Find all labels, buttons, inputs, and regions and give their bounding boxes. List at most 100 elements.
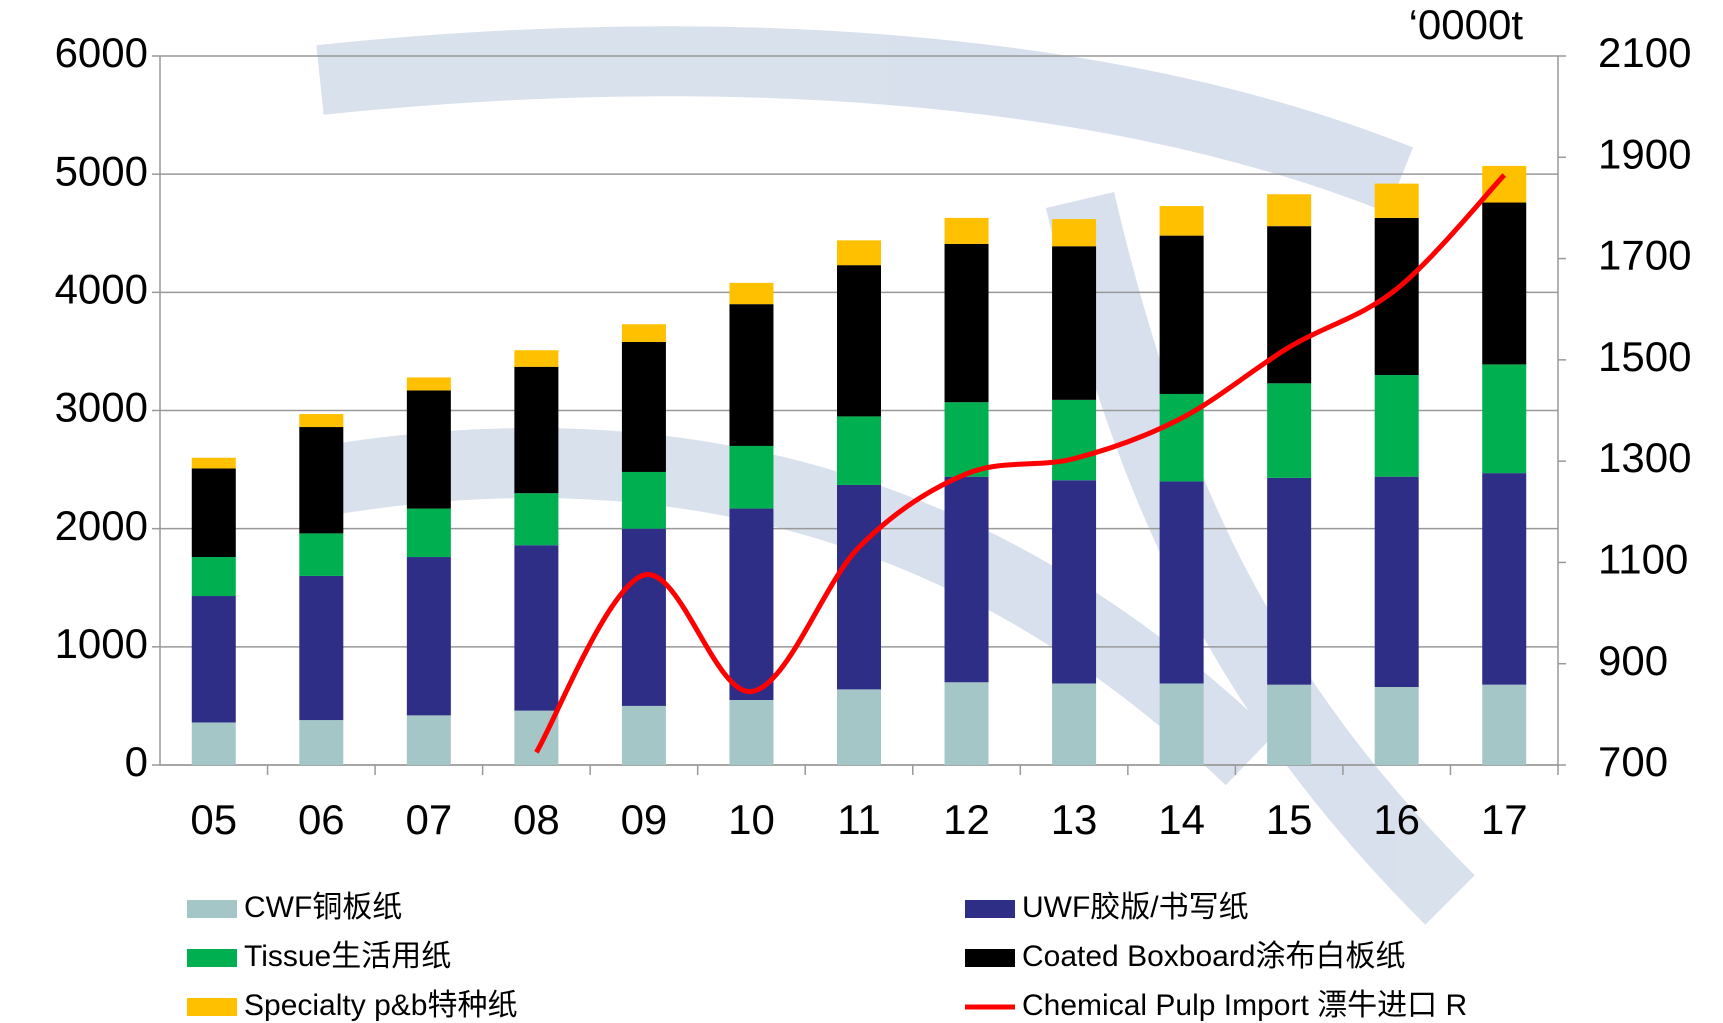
- legend-label: Tissue生活用纸: [244, 940, 451, 973]
- bar-segment: [514, 545, 559, 711]
- legend-swatch: [965, 900, 1015, 918]
- watermark: [316, 26, 1475, 925]
- bar-segment: [514, 366, 559, 494]
- legend-label: Chemical Pulp Import 漂牛进口 R: [1022, 989, 1467, 1022]
- bar-segment: [944, 402, 989, 477]
- bar-segment: [514, 493, 559, 546]
- x-tick-label: 16: [1373, 796, 1420, 843]
- bar-segment: [729, 700, 774, 765]
- bar-segment: [1267, 383, 1312, 478]
- y2-tick-label: 1100: [1598, 536, 1688, 583]
- bar-segment: [1052, 399, 1097, 481]
- bar-segment: [1052, 246, 1097, 400]
- bar-segment: [299, 414, 344, 428]
- x-tick-label: 09: [621, 796, 668, 843]
- bar-segment: [621, 528, 666, 706]
- legend-label: Coated Boxboard涂布白板纸: [1022, 940, 1406, 973]
- bar-segment: [621, 705, 666, 765]
- watermark-arc: [1045, 192, 1475, 925]
- y-tick-label: 1000: [55, 620, 148, 667]
- bar-segment: [1482, 202, 1527, 365]
- bar-segment: [191, 457, 236, 469]
- bar-segment: [1267, 194, 1312, 227]
- bar-segment: [944, 476, 989, 683]
- bar-segment: [1159, 235, 1204, 394]
- bar-segment: [406, 390, 451, 509]
- y-tick-label: 3000: [55, 384, 148, 431]
- bar-segment: [621, 324, 666, 342]
- y-tick-label: 0: [125, 738, 148, 785]
- bar-segment: [514, 350, 559, 367]
- x-tick-label: 12: [943, 796, 990, 843]
- bar-segment: [729, 304, 774, 446]
- bar-segment: [191, 722, 236, 765]
- bar-segment: [729, 282, 774, 305]
- x-tick-label: 08: [513, 796, 560, 843]
- bar-segment: [1052, 219, 1097, 247]
- bar-segment: [299, 720, 344, 765]
- y2-tick-label: 700: [1598, 738, 1668, 785]
- bar-segment: [406, 508, 451, 558]
- legend-swatch: [187, 949, 237, 967]
- bar-segment: [729, 508, 774, 701]
- y-tick-label: 5000: [55, 147, 148, 194]
- unit-label: ‘0000t: [1409, 1, 1524, 48]
- x-tick-label: 13: [1051, 796, 1098, 843]
- bar-segment: [1052, 480, 1097, 684]
- bar-segment: [1482, 165, 1527, 203]
- x-tick-label: 14: [1158, 796, 1205, 843]
- bar-segment: [837, 484, 881, 690]
- bar-segment: [1267, 477, 1312, 685]
- x-tick-label: 10: [728, 796, 775, 843]
- y-tick-label: 2000: [55, 502, 148, 549]
- bar-segment: [299, 427, 344, 534]
- bar-segment: [837, 689, 881, 765]
- bar-segment: [1374, 687, 1419, 765]
- bar-segment: [1482, 473, 1527, 685]
- bar-segment: [406, 557, 451, 716]
- bar-segment: [1052, 683, 1097, 765]
- watermark-arc: [316, 26, 1413, 213]
- bar-segment: [1374, 217, 1419, 376]
- bar-segment: [299, 575, 344, 721]
- bar-segment: [837, 240, 881, 266]
- x-tick-label: 06: [298, 796, 345, 843]
- y-tick-label: 4000: [55, 265, 148, 312]
- y2-tick-label: 1300: [1598, 434, 1691, 481]
- bar-segment: [837, 416, 881, 485]
- bar-segment: [406, 715, 451, 765]
- bar-segment: [1159, 206, 1204, 236]
- bar-segment: [1374, 183, 1419, 218]
- bar-segment: [191, 557, 236, 597]
- legend-swatch: [187, 900, 237, 918]
- bar-segment: [621, 471, 666, 529]
- x-tick-label: 05: [190, 796, 237, 843]
- bar-segment: [837, 265, 881, 417]
- bar-segment: [944, 682, 989, 765]
- bar-segment: [1374, 375, 1419, 477]
- legend-label: UWF胶版/书写纸: [1022, 891, 1249, 924]
- watermark-arc: [324, 428, 1275, 786]
- line-series: [534, 173, 1507, 754]
- bar-segment: [299, 533, 344, 576]
- legend-label: Specialty p&b特种纸: [244, 989, 517, 1022]
- bar-segment: [1159, 683, 1204, 765]
- y2-tick-label: 1700: [1598, 232, 1691, 279]
- y2-tick-label: 1500: [1598, 333, 1691, 380]
- bar-segment: [191, 596, 236, 723]
- y2-tick-label: 1900: [1598, 130, 1691, 177]
- bar-segment: [621, 341, 666, 472]
- legend-swatch: [965, 949, 1015, 967]
- y2-tick-label: 900: [1598, 637, 1668, 684]
- bar-segment: [1482, 364, 1527, 474]
- legend-label: CWF铜板纸: [244, 891, 402, 924]
- x-tick-label: 15: [1266, 796, 1313, 843]
- x-tick-label: 17: [1481, 796, 1528, 843]
- bar-segment: [1267, 684, 1312, 765]
- bar-segment: [1159, 481, 1204, 684]
- bar-segment: [1482, 684, 1527, 765]
- bar-segment: [944, 217, 989, 244]
- bar-segment: [729, 445, 774, 509]
- bar-segment: [1374, 476, 1419, 688]
- x-tick-label: 11: [837, 796, 881, 843]
